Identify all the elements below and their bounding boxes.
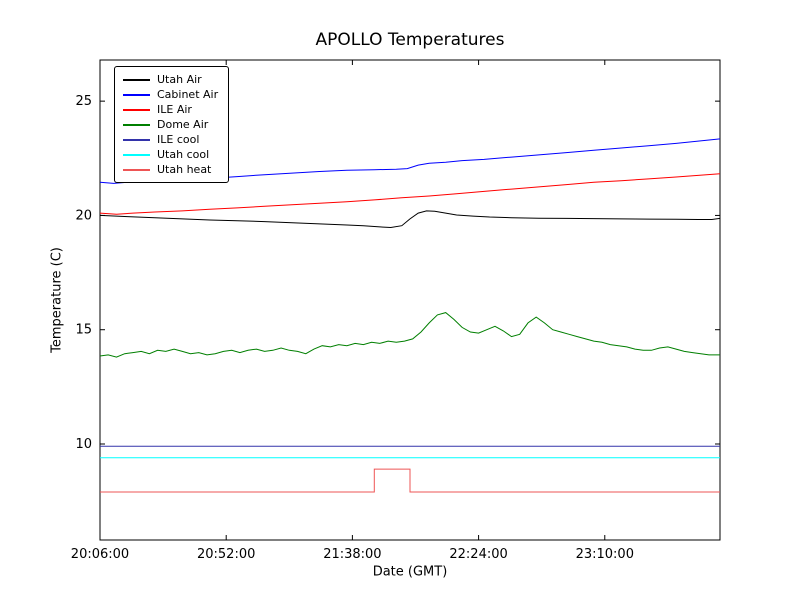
legend-line-utah-heat-icon (123, 168, 150, 171)
series-line-dome-air (99, 312, 720, 358)
legend-label: ILE cool (157, 133, 200, 146)
legend-label: Utah heat (157, 163, 212, 176)
x-tick-label: 23:10:00 (576, 547, 634, 562)
legend: Utah Air Cabinet Air ILE Air Dome Air IL… (114, 66, 230, 183)
legend-label: Utah Air (157, 73, 202, 86)
legend-line-utah-cool-icon (123, 153, 150, 156)
legend-label: Cabinet Air (157, 88, 219, 101)
legend-item: ILE Air (123, 102, 218, 117)
y-axis-label: Temperature (C) (49, 247, 65, 353)
x-tick-label: 21:38:00 (323, 547, 381, 562)
legend-line-cabinet-air-icon (123, 93, 150, 96)
legend-item: Cabinet Air (123, 87, 218, 102)
legend-line-ile-cool-icon (123, 138, 150, 141)
x-axis-label: Date (GMT) (372, 564, 448, 580)
legend-item: Utah Air (123, 72, 218, 87)
x-tick-label: 20:06:00 (71, 547, 129, 562)
y-tick-label: 15 (75, 323, 92, 338)
legend-line-ile-air-icon (123, 108, 150, 111)
y-tick-label: 20 (75, 208, 92, 223)
y-tick-label: 25 (75, 94, 92, 109)
legend-item: ILE cool (123, 132, 218, 147)
axes-frame (99, 59, 721, 541)
x-tick-label: 22:24:00 (449, 547, 507, 562)
legend-item: Utah cool (123, 147, 218, 162)
legend-item: Dome Air (123, 117, 218, 132)
legend-label: ILE Air (157, 103, 192, 116)
y-tick-label: 10 (75, 437, 92, 452)
legend-line-utah-air-icon (123, 78, 150, 81)
legend-label: Utah cool (157, 148, 210, 161)
series-line-utah-heat (100, 468, 720, 493)
series-line-utah-air (99, 210, 721, 229)
legend-item: Utah heat (123, 162, 218, 177)
series-line-ile-air (99, 173, 721, 215)
chart-title: APOLLO Temperatures (315, 30, 505, 50)
legend-label: Dome Air (157, 118, 209, 131)
legend-line-dome-air-icon (123, 123, 150, 126)
x-tick-label: 20:52:00 (197, 547, 255, 562)
